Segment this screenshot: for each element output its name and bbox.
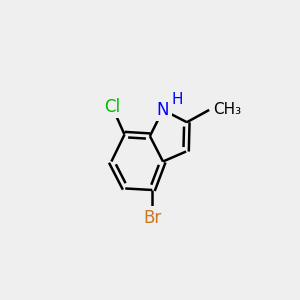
Text: H: H: [172, 92, 183, 107]
Text: Cl: Cl: [104, 98, 120, 116]
Text: Br: Br: [143, 209, 161, 227]
Text: CH₃: CH₃: [213, 102, 241, 117]
Text: N: N: [157, 101, 169, 119]
